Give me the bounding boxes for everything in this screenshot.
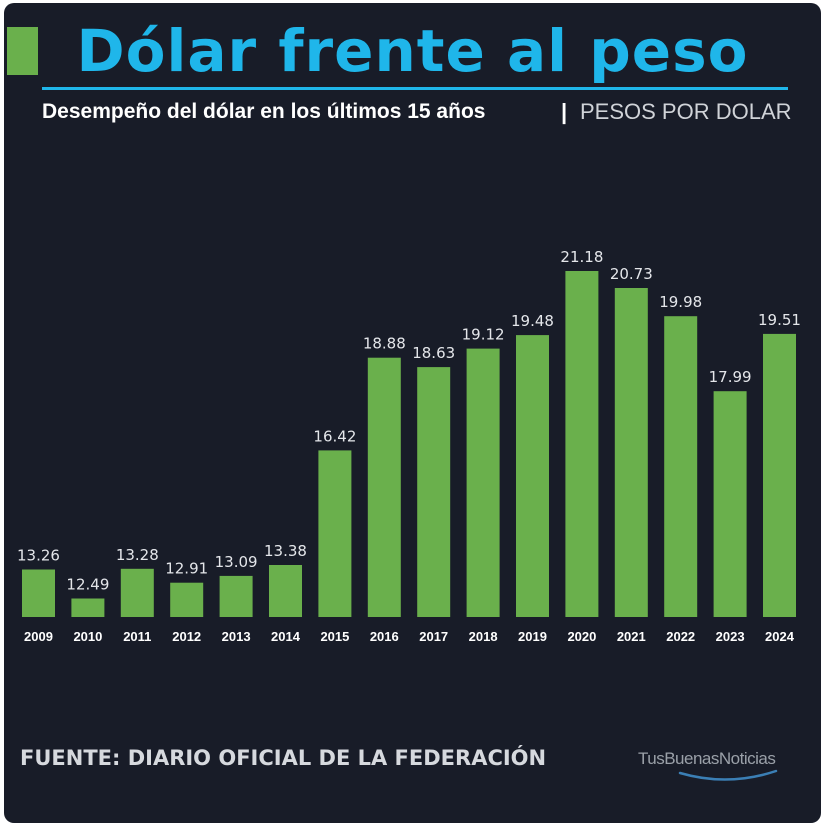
value-label: 13.38 (264, 542, 307, 560)
bar-2014 (269, 565, 302, 617)
value-label: 20.73 (610, 265, 653, 283)
x-tick-label: 2022 (666, 629, 695, 644)
unit-label: PESOS POR DOLAR (580, 99, 792, 124)
bar-2009 (22, 569, 55, 617)
bar-2011 (120, 568, 154, 617)
bar-2010 (71, 598, 105, 617)
x-tick-label: 2012 (172, 629, 201, 644)
bar-2022 (664, 316, 698, 617)
x-tick-label: 2011 (123, 629, 151, 644)
value-label: 19.48 (511, 312, 554, 330)
bar-2017 (417, 367, 451, 617)
value-label: 12.91 (165, 560, 208, 578)
x-tick-label: 2018 (469, 629, 498, 644)
logo-text: TusBuenasNoticias (638, 749, 776, 768)
x-tick-label: 2023 (716, 629, 745, 644)
x-tick-label: 2010 (73, 629, 102, 644)
bar-2020 (565, 271, 599, 617)
infographic-card: Dólar frente al peso Desempeño del dólar… (4, 3, 821, 823)
brand-logo: TusBuenasNoticias (638, 749, 798, 789)
title-underline (42, 87, 788, 90)
bar-2012 (170, 582, 204, 617)
value-label: 21.18 (560, 248, 603, 266)
value-label: 16.42 (313, 427, 356, 445)
value-label: 12.49 (66, 576, 109, 594)
bar-2021 (614, 288, 648, 617)
value-label: 18.63 (412, 344, 455, 362)
bar-2015 (318, 450, 352, 617)
bar-2016 (367, 357, 401, 617)
value-label: 17.99 (709, 368, 752, 386)
x-tick-label: 2019 (518, 629, 547, 644)
value-label: 18.88 (363, 335, 406, 353)
x-tick-label: 2024 (765, 629, 795, 644)
value-label: 13.28 (116, 546, 159, 564)
value-label: 13.26 (17, 547, 60, 565)
accent-square (7, 27, 38, 75)
x-tick-label: 2021 (617, 629, 646, 644)
value-label: 19.51 (758, 311, 801, 329)
logo-swoosh-icon (678, 769, 778, 781)
value-label: 19.98 (659, 293, 702, 311)
bar-2013 (219, 575, 253, 617)
source-label: FUENTE: DIARIO OFICIAL DE LA FEDERACIÓN (20, 746, 547, 770)
bar-2024 (763, 333, 796, 617)
x-tick-label: 2009 (24, 629, 53, 644)
x-tick-label: 2020 (567, 629, 596, 644)
bar-2018 (466, 348, 500, 617)
subtitle-separator: | (561, 99, 568, 124)
x-tick-label: 2016 (370, 629, 399, 644)
x-tick-label: 2015 (320, 629, 349, 644)
chart-subtitle: Desempeño del dólar en los últimos 15 añ… (42, 100, 486, 123)
x-tick-label: 2017 (419, 629, 448, 644)
bar-chart: 13.26 2009 12.49 2010 13.28 2011 12.91 2012 13.0… (17, 248, 801, 644)
x-tick-label: 2014 (271, 629, 301, 644)
bar-2019 (516, 335, 549, 617)
value-label: 13.09 (215, 553, 258, 571)
bar-2023 (713, 391, 747, 617)
chart-title: Dólar frente al peso (76, 17, 749, 85)
value-label: 19.12 (462, 326, 505, 344)
x-tick-label: 2013 (222, 629, 251, 644)
